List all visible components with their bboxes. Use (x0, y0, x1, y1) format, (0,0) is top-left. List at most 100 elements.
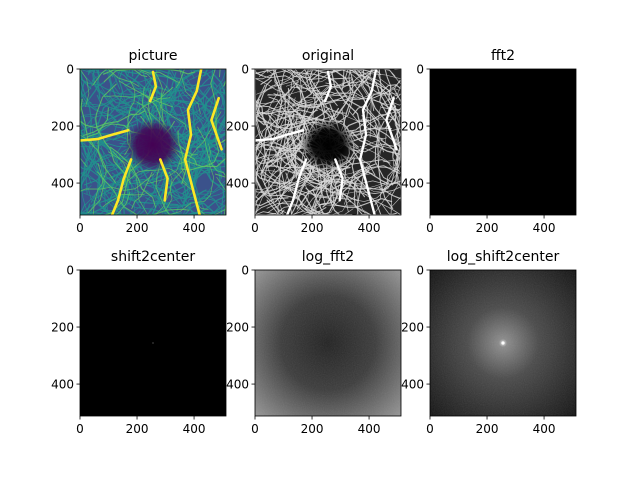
y-tick-label: 200 (226, 320, 249, 334)
vessel-stroke (131, 171, 153, 210)
vessel-stroke (152, 160, 167, 215)
vessel-stroke (255, 69, 295, 119)
vessel-stroke (80, 100, 114, 180)
major-vessel (210, 96, 223, 151)
image-area (430, 69, 576, 215)
vessel-stroke (143, 69, 181, 124)
vessel-stroke (358, 69, 372, 138)
vessel-stroke (355, 169, 389, 215)
vessel-stroke (374, 120, 393, 183)
vessel-stroke (255, 142, 274, 167)
vessel-stroke (103, 157, 133, 202)
vessel-stroke (341, 69, 386, 91)
vessel-stroke (363, 176, 401, 215)
x-tick-label: 0 (426, 221, 434, 235)
vessel-stroke (193, 167, 226, 184)
vessel-stroke (311, 202, 372, 215)
x-tick-label: 200 (301, 221, 324, 235)
vessel-stroke (102, 69, 126, 75)
vessel-stroke (255, 209, 304, 215)
vessel-stroke (255, 99, 289, 136)
y-tick-label: 0 (66, 62, 74, 76)
vessel-stroke (266, 199, 327, 215)
major-vessel (323, 70, 333, 103)
vessel-stroke (102, 193, 145, 208)
vessel-stroke (153, 69, 204, 96)
vessel-stroke (280, 69, 295, 91)
x-tick-label: 200 (126, 221, 149, 235)
vessel-stroke (80, 173, 155, 192)
y-tick-label: 0 (416, 62, 424, 76)
panel-title: picture (129, 48, 178, 64)
vessel-stroke (145, 154, 198, 185)
vessel-stroke (394, 105, 401, 158)
major-vessel (183, 69, 203, 215)
vessel-stroke (296, 69, 361, 89)
vessel-stroke (333, 208, 354, 215)
y-tick-label: 0 (416, 263, 424, 277)
vessel-stroke (348, 69, 401, 80)
vessel-stroke (255, 138, 275, 203)
vessel-stroke (186, 188, 221, 210)
vessel-stroke (273, 91, 327, 141)
x-tick-label: 400 (533, 221, 556, 235)
y-tick-label: 0 (241, 263, 249, 277)
vessel-stroke (154, 73, 215, 93)
major-vessel (358, 69, 378, 215)
vessel-stroke (276, 73, 295, 126)
axes-frame (254, 68, 402, 216)
vessel-stroke (171, 131, 226, 149)
x-tick-label: 200 (126, 422, 149, 436)
vessel-stroke (108, 69, 161, 91)
vessel-stroke (80, 121, 100, 189)
axes-frame (79, 269, 227, 417)
x-tick-label: 200 (476, 221, 499, 235)
y-tick-label: 200 (226, 119, 249, 133)
panel-title: log_shift2center (447, 249, 560, 265)
vessel-stroke (154, 171, 173, 215)
vessel-stroke (324, 177, 347, 215)
vessel-stroke (107, 69, 121, 90)
vessel-stroke (95, 83, 131, 184)
vessel-stroke (263, 194, 287, 213)
vessel-stroke (179, 80, 214, 116)
noise-texture (255, 270, 401, 416)
vessel-stroke (130, 69, 148, 78)
vessel-stroke (255, 138, 274, 164)
major-vessel (255, 129, 305, 142)
vessel-stroke (381, 69, 401, 112)
vessel-stroke (255, 153, 268, 176)
vessel-stroke (80, 71, 125, 116)
vessel-stroke (255, 141, 280, 191)
vessel-stroke (348, 110, 384, 153)
vessel-stroke (80, 162, 95, 215)
vessel-stroke (314, 161, 338, 215)
vessel-stroke (331, 69, 363, 138)
vessel-stroke (159, 143, 215, 215)
image-background (430, 69, 576, 215)
vessel-stroke (106, 86, 168, 118)
vessel-stroke (202, 86, 226, 132)
x-tick-label: 200 (301, 422, 324, 436)
panel-log_shift2center: log_shift2center 0 200 400 0 200 400 (401, 249, 577, 436)
vessel-stroke (151, 97, 205, 116)
vessel-stroke (81, 152, 88, 195)
vessel-stroke (376, 69, 401, 139)
vessel-stroke (286, 132, 300, 172)
vessel-stroke (258, 69, 307, 77)
major-vessel (334, 158, 344, 202)
vessel-stroke (99, 189, 184, 215)
vessel-stroke (255, 130, 262, 171)
y-tick-label: 200 (401, 119, 424, 133)
vessel-stroke (257, 162, 292, 215)
vessel-stroke (216, 176, 226, 215)
vessel-stroke (174, 146, 204, 215)
vessel-stroke (256, 69, 340, 95)
y-tick-label: 400 (226, 176, 249, 190)
vessel-stroke (334, 69, 399, 98)
y-tick-label: 0 (66, 263, 74, 277)
vessel-stroke (364, 139, 399, 215)
vessel-stroke (80, 74, 137, 127)
vessel-stroke (219, 69, 226, 78)
major-vessel (110, 158, 133, 215)
